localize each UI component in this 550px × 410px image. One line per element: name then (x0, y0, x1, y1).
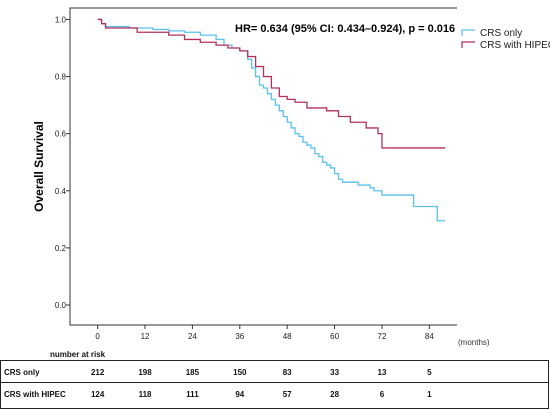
risk-count: 212 (91, 368, 105, 377)
risk-count: 83 (283, 368, 292, 377)
legend-swatch-crs-with-hipec (461, 41, 475, 48)
y-axis-ticks: 0.0 0.2 0.4 0.6 0.8 1.0 (55, 15, 70, 310)
y-axis-title: Overall Survival (32, 121, 46, 212)
risk-count: 118 (139, 390, 152, 399)
survival-curve-crs-only (97, 18, 446, 222)
risk-count: 150 (233, 368, 247, 377)
risk-row-label: CRS with HIPEC (4, 390, 66, 399)
risk-count: 124 (91, 390, 105, 399)
risk-table-frame (0, 360, 549, 409)
legend-swatch-crs-only (461, 29, 475, 36)
x-axis-unit-label: (months) (458, 338, 490, 347)
risk-count: 6 (380, 390, 385, 399)
y-tick-label: 0.2 (55, 244, 67, 253)
legend-label-crs-with-hipec: CRS with HIPEC (480, 40, 550, 51)
survival-curves (97, 18, 446, 222)
y-tick-label: 1.0 (55, 15, 67, 24)
risk-count: 1 (427, 390, 432, 399)
x-tick-label: 12 (141, 332, 150, 341)
plot-area: 0.0 0.2 0.4 0.6 0.8 1.0 0 12 24 36 48 60 72 84 (55, 15, 446, 341)
risk-row: CRS only 212 198 185 150 83 33 13 5 (4, 368, 432, 377)
x-tick-label: 72 (378, 332, 387, 341)
risk-count: 28 (330, 390, 339, 399)
x-tick-label: 84 (425, 332, 434, 341)
risk-table-title: number at risk (50, 350, 106, 359)
x-axis-ticks: 0 12 24 36 48 60 72 84 (95, 325, 434, 341)
risk-count: 198 (138, 368, 152, 377)
x-tick-label: 48 (283, 332, 292, 341)
risk-count: 94 (235, 390, 244, 399)
risk-table: number at risk CRS only 212 198 185 150 83 33 1… (0, 350, 549, 409)
y-tick-label: 0.8 (55, 73, 67, 82)
y-tick-label: 0.0 (55, 301, 67, 310)
risk-table-rows: CRS only 212 198 185 150 83 33 13 5 CRS with HIPE… (4, 368, 432, 399)
x-tick-label: 36 (235, 332, 244, 341)
x-tick-label: 0 (95, 332, 100, 341)
risk-row: CRS with HIPEC 124 118 111 94 57 28 6 1 (4, 390, 432, 399)
risk-count: 57 (283, 390, 292, 399)
risk-count: 111 (186, 390, 199, 399)
risk-count: 185 (186, 368, 200, 377)
x-tick-label: 60 (330, 332, 339, 341)
risk-count: 5 (427, 368, 432, 377)
y-tick-label: 0.6 (55, 130, 67, 139)
x-tick-label: 24 (188, 332, 197, 341)
risk-count: 33 (330, 368, 339, 377)
legend-label-crs-only: CRS only (480, 28, 522, 39)
survival-curve-crs-with-hipec (97, 18, 446, 149)
risk-row-label: CRS only (4, 368, 40, 377)
risk-count: 13 (378, 368, 387, 377)
plot-frame (69, 7, 457, 326)
y-tick-label: 0.4 (55, 187, 67, 196)
hazard-ratio-annotation: HR= 0.634 (95% CI: 0.434–0.924), p = 0.0… (235, 23, 455, 35)
